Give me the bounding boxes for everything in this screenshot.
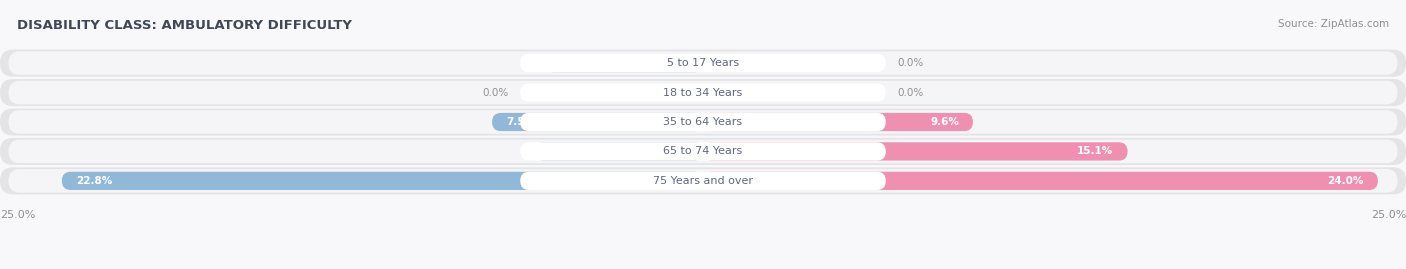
Text: 25.0%: 25.0% [0, 210, 35, 220]
Text: 7.5%: 7.5% [506, 117, 536, 127]
Text: 65 to 74 Years: 65 to 74 Years [664, 146, 742, 156]
Text: 75 Years and over: 75 Years and over [652, 176, 754, 186]
FancyBboxPatch shape [0, 167, 1406, 194]
FancyBboxPatch shape [8, 51, 1398, 75]
FancyBboxPatch shape [520, 172, 886, 190]
Text: 0.0%: 0.0% [482, 88, 509, 98]
Text: 35 to 64 Years: 35 to 64 Years [664, 117, 742, 127]
FancyBboxPatch shape [534, 142, 703, 161]
FancyBboxPatch shape [8, 81, 1398, 104]
FancyBboxPatch shape [62, 172, 703, 190]
FancyBboxPatch shape [546, 54, 703, 72]
FancyBboxPatch shape [520, 83, 886, 102]
FancyBboxPatch shape [0, 79, 1406, 106]
Text: 22.8%: 22.8% [76, 176, 112, 186]
Text: 0.0%: 0.0% [897, 88, 924, 98]
Text: 18 to 34 Years: 18 to 34 Years [664, 88, 742, 98]
FancyBboxPatch shape [520, 113, 886, 131]
FancyBboxPatch shape [520, 142, 886, 161]
Text: 5 to 17 Years: 5 to 17 Years [666, 58, 740, 68]
Text: 9.6%: 9.6% [929, 117, 959, 127]
FancyBboxPatch shape [0, 108, 1406, 136]
FancyBboxPatch shape [703, 142, 1128, 161]
FancyBboxPatch shape [0, 138, 1406, 165]
FancyBboxPatch shape [703, 113, 973, 131]
FancyBboxPatch shape [520, 54, 886, 72]
Text: DISABILITY CLASS: AMBULATORY DIFFICULTY: DISABILITY CLASS: AMBULATORY DIFFICULTY [17, 19, 352, 32]
FancyBboxPatch shape [8, 140, 1398, 163]
Text: 5.6%: 5.6% [560, 58, 589, 68]
Text: Source: ZipAtlas.com: Source: ZipAtlas.com [1278, 19, 1389, 29]
FancyBboxPatch shape [8, 169, 1398, 193]
Text: 25.0%: 25.0% [1371, 210, 1406, 220]
FancyBboxPatch shape [8, 110, 1398, 134]
FancyBboxPatch shape [492, 113, 703, 131]
Text: 24.0%: 24.0% [1327, 176, 1364, 186]
Text: 6.0%: 6.0% [548, 146, 578, 156]
Text: 0.0%: 0.0% [897, 58, 924, 68]
FancyBboxPatch shape [0, 49, 1406, 77]
Text: 15.1%: 15.1% [1077, 146, 1114, 156]
FancyBboxPatch shape [703, 172, 1378, 190]
